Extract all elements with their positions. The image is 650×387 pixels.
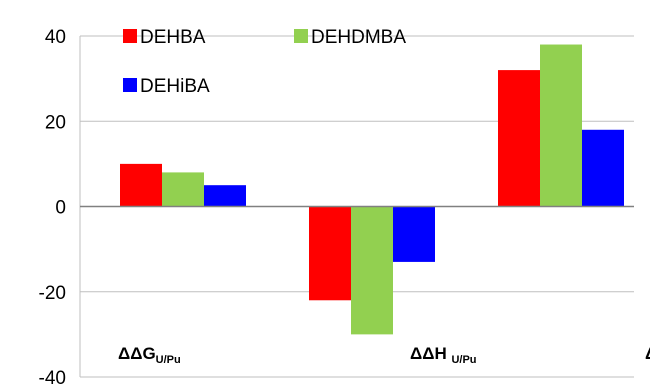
bar-dehdmba-2 (540, 44, 582, 207)
y-tick-label: -20 (39, 283, 66, 304)
legend-swatch (294, 29, 308, 43)
y-tick-label: 20 (45, 112, 66, 133)
legend-label: DEHDMBA (311, 27, 406, 48)
y-tick-label: 40 (45, 27, 66, 48)
legend-label: DEHiBA (140, 76, 210, 97)
legend-label: DEHBA (140, 27, 206, 48)
bar-dehiba-1 (393, 206, 435, 262)
y-tick-label: -40 (39, 368, 66, 387)
bar-dehba-0 (120, 163, 162, 207)
category-label: ΔΔH U/Pu (410, 344, 477, 366)
legend-swatch (123, 29, 137, 43)
bar-dehba-2 (498, 70, 540, 207)
category-label: ΔΔGU/Pu (118, 344, 181, 366)
category-labels: ΔΔGU/Pu ΔΔH U/Pu Δ (118, 344, 650, 366)
y-axis-ticks: 40 20 0 -20 -40 (39, 27, 66, 387)
bars (120, 44, 624, 335)
bar-dehba-1 (309, 206, 351, 301)
legend-swatch (123, 78, 137, 92)
y-tick-label: 0 (55, 198, 66, 219)
legend: DEHBA DEHDMBA DEHiBA (123, 27, 406, 97)
bar-dehdmba-1 (351, 206, 393, 335)
bar-dehiba-2 (582, 129, 624, 207)
bar-dehdmba-0 (162, 172, 204, 207)
bar-dehiba-0 (204, 185, 246, 207)
category-label: Δ (645, 344, 650, 363)
